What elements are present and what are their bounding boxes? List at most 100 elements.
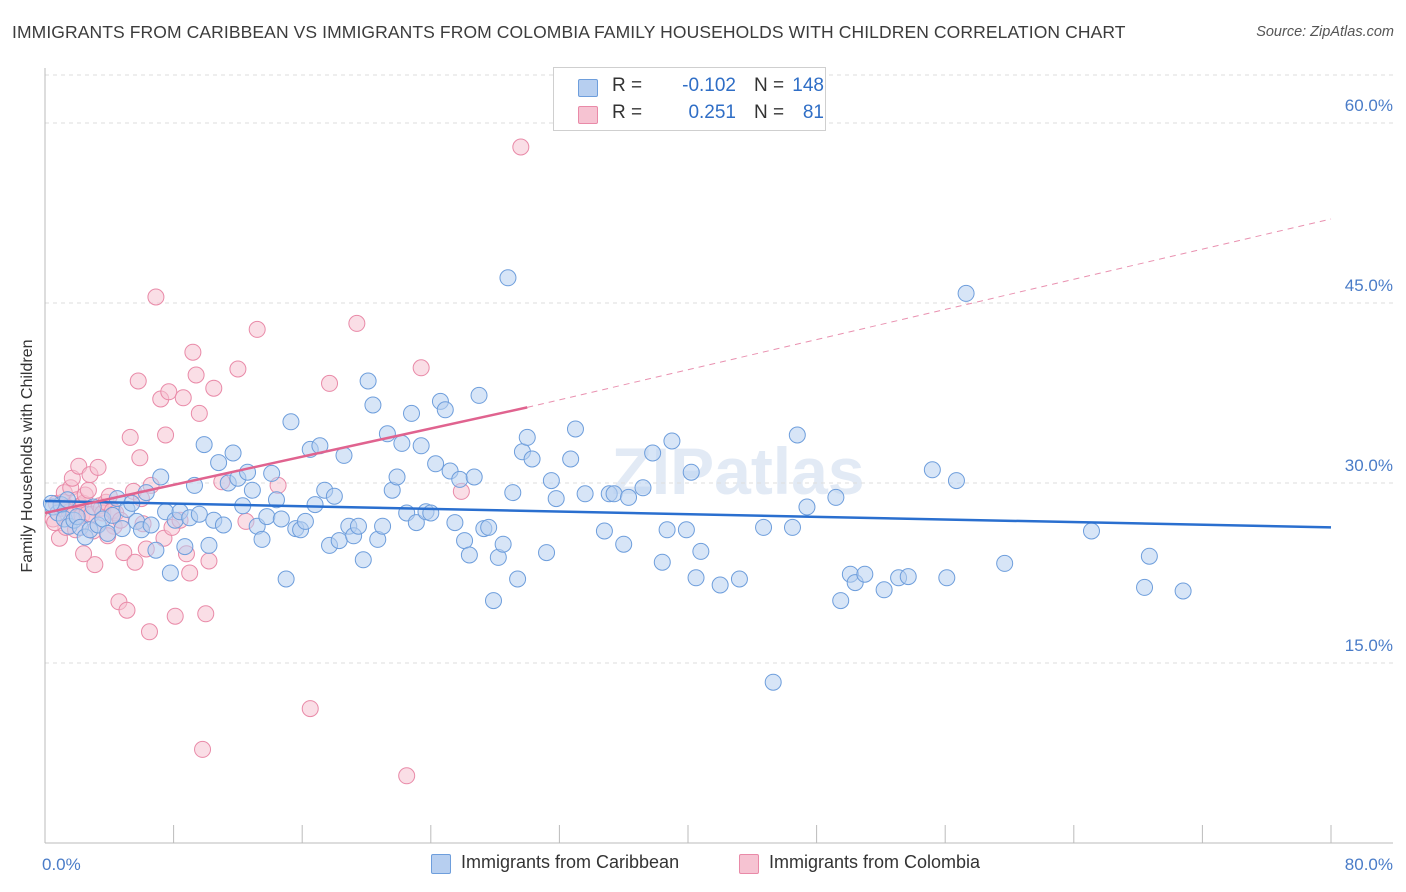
caribbean-point [499,269,517,287]
colombia-point [229,360,247,378]
caribbean-point [460,546,478,564]
caribbean-point [200,536,218,554]
caribbean-point [788,426,806,444]
caribbean-point [147,541,165,559]
colombia-point [166,607,184,625]
caribbean-point [783,518,801,536]
caribbean-point [547,490,565,508]
colombia-point [157,426,175,444]
axes [44,68,1393,844]
caribbean-point [161,564,179,582]
caribbean-point [277,570,295,588]
caribbean-point [653,553,671,571]
caribbean-point [388,468,406,486]
caribbean-point [504,484,522,502]
caribbean-point [798,498,816,516]
caribbean-point [562,450,580,468]
caribbean-point [465,468,483,486]
caribbean-point [422,504,440,522]
caribbean-point [427,455,445,473]
caribbean-point [1082,522,1100,540]
caribbean-point [282,413,300,431]
caribbean-point [451,470,469,488]
caribbean-point [620,488,638,506]
legend-n-value: 81 [802,102,824,123]
caribbean-point [214,516,232,534]
caribbean-point [595,522,613,540]
y-tick-label: 30.0% [1345,456,1393,475]
colombia-point [140,623,158,641]
colombia-point [301,700,319,718]
caribbean-point [142,516,160,534]
colombia-points [44,138,530,785]
caribbean-point [542,472,560,490]
caribbean-point [480,518,498,536]
colombia-point [131,449,149,467]
caribbean-point [296,512,314,530]
caribbean-point [644,444,662,462]
caribbean-point [658,521,676,539]
colombia-point [181,564,199,582]
caribbean-point [518,428,536,446]
caribbean-point [538,544,556,562]
caribbean-point [957,284,975,302]
caribbean-point [263,464,281,482]
legend-r-value: -0.102 [682,75,736,96]
caribbean-point [412,437,430,455]
caribbean-point [470,386,488,404]
x-tick-label: 80.0% [1345,855,1393,874]
caribbean-point [325,487,343,505]
caribbean-point [523,450,541,468]
caribbean-point [42,494,60,512]
trend-lines [44,218,1332,529]
caribbean-point [364,396,382,414]
caribbean-point [875,581,893,599]
caribbean-point [494,535,512,553]
caribbean-point [407,514,425,532]
colombia-point [89,458,107,476]
caribbean-point [456,532,474,550]
caribbean-point [615,535,633,553]
colombia-point [512,138,530,156]
colombia-point [126,553,144,571]
caribbean-point [755,518,773,536]
legend-n-label: N = [754,75,785,96]
caribbean-point [190,505,208,523]
caribbean-point [330,532,348,550]
bottom-legend-colombia-label: Immigrants from Colombia [769,852,981,872]
colombia-point [129,372,147,390]
caribbean-point [359,372,377,390]
x-tick-label: 0.0% [42,855,81,874]
caribbean-point [764,673,782,691]
colombia-point [160,383,178,401]
caribbean-point [374,517,392,535]
caribbean-point [176,538,194,556]
caribbean-point [677,521,695,539]
y-tick-label: 60.0% [1345,96,1393,115]
caribbean-point [899,568,917,586]
colombia-point [174,389,192,407]
caribbean-point [938,569,956,587]
caribbean-point [446,514,464,532]
caribbean-point [403,404,421,422]
colombia-point [248,320,266,338]
caribbean-point [996,554,1014,572]
colombia-point [79,481,97,499]
caribbean-swatch [431,854,451,874]
chart-title: IMMIGRANTS FROM CARIBBEAN VS IMMIGRANTS … [12,22,1126,42]
caribbean-point [663,432,681,450]
caribbean-point [730,570,748,588]
caribbean-point [484,592,502,610]
caribbean-point [224,444,242,462]
colombia-point [115,544,133,562]
caribbean-point [1140,547,1158,565]
caribbean-point [509,570,527,588]
caribbean-point [243,481,261,499]
caribbean-point [923,461,941,479]
colombia-trend-extension [527,218,1332,408]
caribbean-point [258,508,276,526]
caribbean-swatch [578,79,598,97]
caribbean-point [1136,578,1154,596]
caribbean-point [195,436,213,454]
